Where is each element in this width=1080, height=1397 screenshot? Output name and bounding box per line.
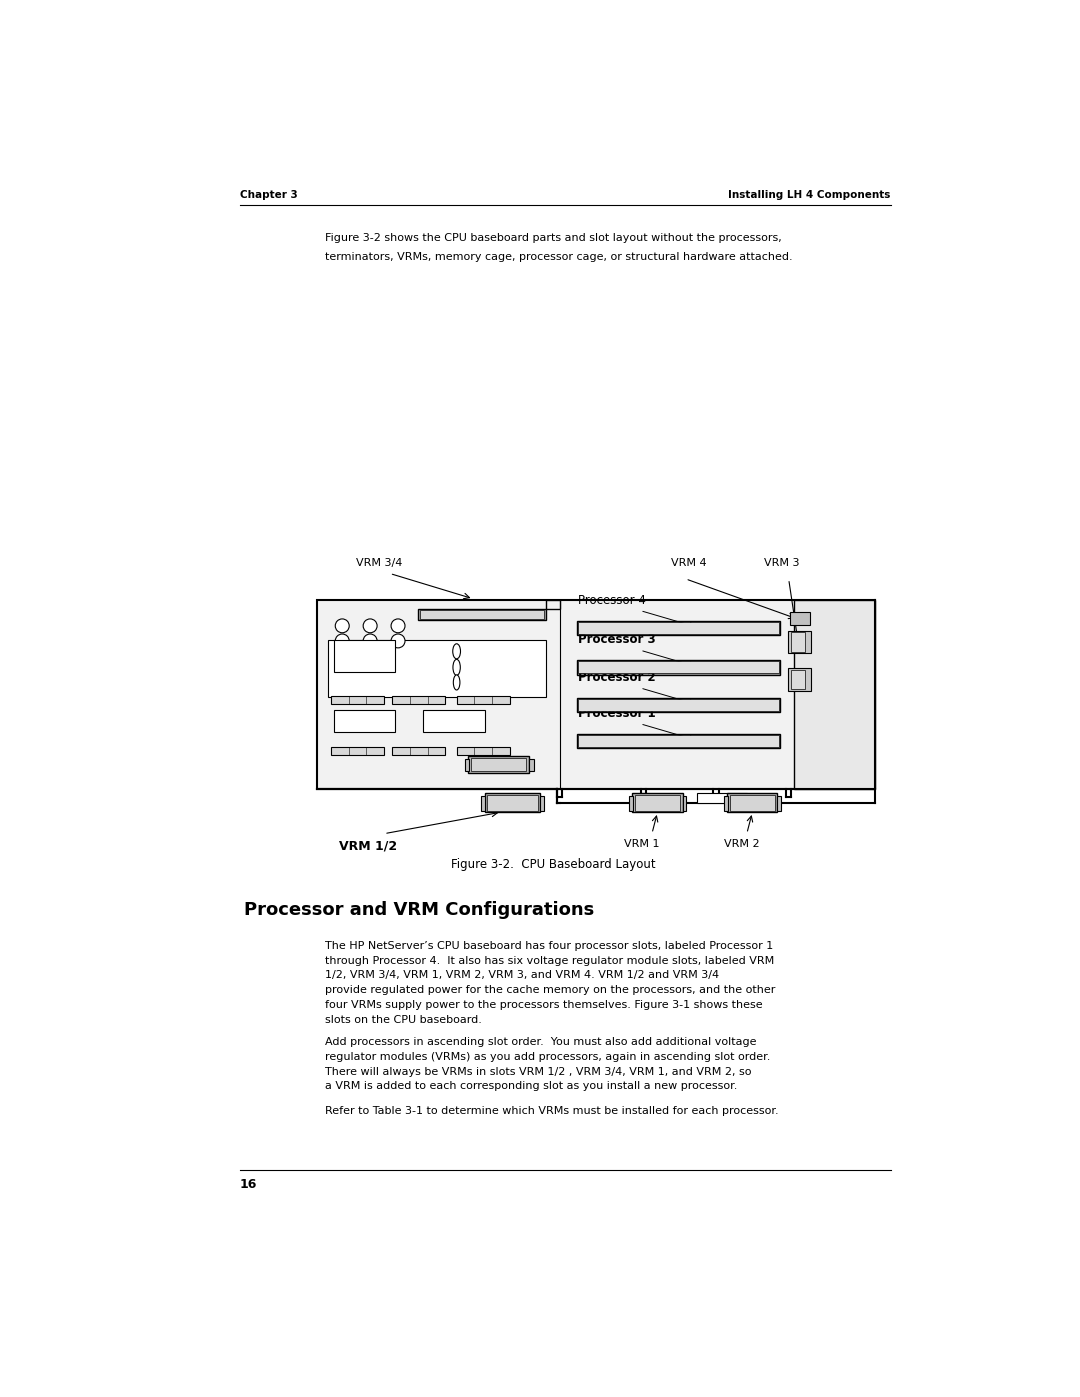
Bar <box>577 661 780 675</box>
Bar <box>577 698 780 712</box>
Text: VRM 3/4: VRM 3/4 <box>356 557 403 569</box>
Bar <box>485 793 540 812</box>
Text: Installing LH 4 Components: Installing LH 4 Components <box>728 190 891 200</box>
Text: VRM 4: VRM 4 <box>672 557 707 569</box>
Bar <box>725 796 728 810</box>
Bar <box>683 796 687 810</box>
Bar <box>577 620 780 634</box>
Bar <box>697 793 746 803</box>
Circle shape <box>363 634 377 648</box>
Ellipse shape <box>453 659 460 675</box>
Bar <box>420 610 543 619</box>
Bar <box>792 669 805 689</box>
Text: VRM 1: VRM 1 <box>624 840 660 849</box>
Circle shape <box>335 619 349 633</box>
Circle shape <box>391 634 405 648</box>
Bar <box>332 746 384 754</box>
Circle shape <box>353 648 364 659</box>
Bar <box>577 733 780 747</box>
Bar <box>392 746 445 754</box>
Bar <box>578 661 779 673</box>
Circle shape <box>335 634 349 648</box>
Bar <box>334 710 395 732</box>
Text: Chapter 3: Chapter 3 <box>240 190 297 200</box>
Bar <box>334 640 395 672</box>
Ellipse shape <box>453 644 460 659</box>
Bar <box>792 631 805 651</box>
Circle shape <box>363 619 377 633</box>
Bar <box>633 793 683 812</box>
Circle shape <box>391 619 405 633</box>
Bar <box>791 612 810 624</box>
Bar <box>545 601 559 609</box>
Bar <box>487 795 538 810</box>
Bar <box>529 759 534 771</box>
Bar <box>482 796 485 810</box>
Bar <box>457 746 510 754</box>
Bar <box>578 735 779 747</box>
Text: Processor 3: Processor 3 <box>578 633 656 647</box>
Text: terminators, VRMs, memory cage, processor cage, or structural hardware attached.: terminators, VRMs, memory cage, processo… <box>325 253 793 263</box>
Bar <box>418 609 545 620</box>
Ellipse shape <box>454 675 460 690</box>
Bar <box>630 796 633 810</box>
Bar <box>730 795 775 810</box>
Bar <box>423 710 485 732</box>
Bar <box>788 630 811 654</box>
Bar <box>457 696 510 704</box>
Bar <box>318 601 875 789</box>
Text: Add processors in ascending slot order.  You must also add additional voltage
re: Add processors in ascending slot order. … <box>325 1037 770 1091</box>
Bar <box>332 696 384 704</box>
Text: Processor 4: Processor 4 <box>578 594 646 606</box>
Bar <box>328 640 545 697</box>
Text: Processor 2: Processor 2 <box>578 671 656 685</box>
Text: Figure 3-2.  CPU Baseboard Layout: Figure 3-2. CPU Baseboard Layout <box>451 858 656 872</box>
Bar <box>788 668 811 692</box>
Bar <box>578 622 779 634</box>
Text: Refer to Table 3-1 to determine which VRMs must be installed for each processor.: Refer to Table 3-1 to determine which VR… <box>325 1106 779 1116</box>
Bar <box>468 756 529 773</box>
Text: VRM 3: VRM 3 <box>764 557 799 569</box>
Bar <box>794 601 875 789</box>
Bar <box>392 696 445 704</box>
Bar <box>578 698 779 711</box>
Bar <box>540 796 544 810</box>
Text: Figure 3-2 shows the CPU baseboard parts and slot layout without the processors,: Figure 3-2 shows the CPU baseboard parts… <box>325 233 782 243</box>
Text: Processor 1: Processor 1 <box>578 707 656 719</box>
Bar <box>471 759 526 771</box>
Bar <box>464 759 470 771</box>
Bar <box>727 793 778 812</box>
Bar <box>635 795 680 810</box>
Text: Processor and VRM Configurations: Processor and VRM Configurations <box>243 901 594 919</box>
Text: VRM 2: VRM 2 <box>725 840 760 849</box>
Text: 16: 16 <box>240 1178 257 1190</box>
Text: VRM 1/2: VRM 1/2 <box>339 840 397 852</box>
Bar <box>778 796 781 810</box>
Text: The HP NetServer’s CPU baseboard has four processor slots, labeled Processor 1
t: The HP NetServer’s CPU baseboard has fou… <box>325 940 775 1025</box>
